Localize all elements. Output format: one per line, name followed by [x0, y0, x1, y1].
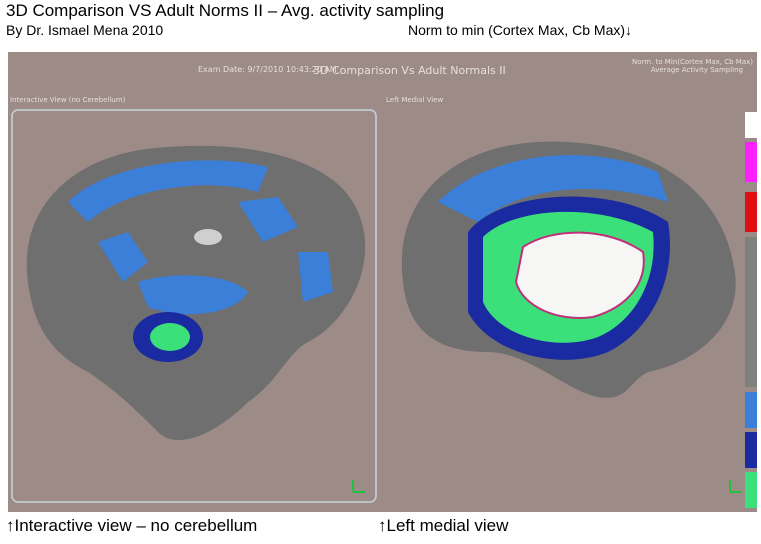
axis-icon	[352, 480, 365, 493]
blue-region	[438, 155, 668, 222]
blue-region	[68, 160, 268, 222]
scale-magenta	[745, 142, 757, 182]
right-panel-label: Left Medial View	[386, 96, 443, 104]
brain-image: Exam Date: 9/7/2010 10:43:20 AM 3D Compa…	[8, 52, 757, 512]
white-region	[514, 231, 645, 319]
title: 3D Comparison VS Adult Norms II – Avg. a…	[6, 1, 445, 20]
scale-green	[745, 472, 757, 508]
image-title: 3D Comparison Vs Adult Normals II	[313, 64, 506, 77]
sampling-label: Average Activity Sampling	[651, 66, 743, 74]
axis-icon	[729, 480, 742, 493]
scale-red	[745, 192, 757, 232]
green-region	[150, 323, 190, 351]
scale-blue	[745, 392, 757, 428]
caption: ↑Left medial view	[378, 516, 509, 535]
scale-dark-blue	[745, 432, 757, 468]
panel-frame	[11, 109, 377, 503]
left-panel-label: Interactive View (no Cerebellum)	[10, 96, 126, 104]
blue-region	[138, 275, 248, 315]
author: By Dr. Ismael Mena 2010	[6, 22, 164, 38]
exam-date: Exam Date: 9/7/2010 10:43:20 AM	[198, 65, 337, 74]
caption: ↑Interactive view – no cerebellum	[6, 516, 258, 535]
scale-white	[745, 112, 757, 138]
norm-note: Norm to min (Cortex Max, Cb Max)↓	[408, 22, 633, 38]
norm-label: Norm. to Min(Cortex Max, Cb Max)	[632, 58, 753, 66]
bright-spot	[194, 229, 222, 245]
scale-gray	[745, 237, 757, 387]
blue-region	[98, 197, 333, 302]
